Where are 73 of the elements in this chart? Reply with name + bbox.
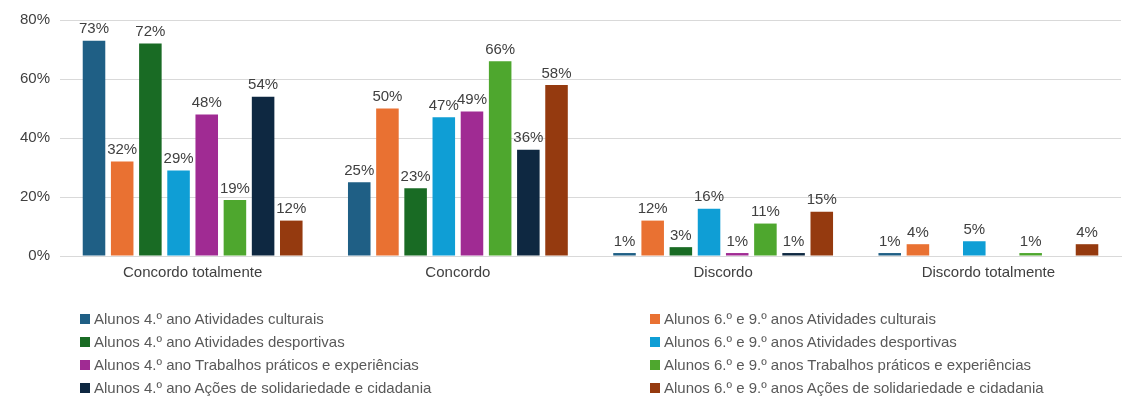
data-label: 4% [1076,222,1098,240]
data-label: 1% [726,231,749,249]
x-tick-label: Discordo [693,263,753,281]
bar [782,253,805,256]
x-tick-label: Discordo totalmente [921,263,1056,281]
legend-label: Alunos 6.º e 9.º anos Trabalhos práticos e experiências [664,356,1032,373]
bar [223,199,247,256]
data-label: 48% [191,93,222,111]
data-label: 73% [78,19,110,37]
data-label: 72% [135,22,166,40]
data-label: 1% [613,231,636,249]
bar [404,188,427,256]
bar [432,117,456,256]
bar [1075,244,1099,256]
y-tick-label: 80% [19,10,51,28]
bar [139,43,162,256]
data-label: 12% [276,199,307,217]
bar [347,182,371,256]
data-label: 50% [372,87,403,105]
data-label: 16% [694,187,725,205]
legend-label: Alunos 6.º e 9.º anos Atividades desportivas [664,333,957,350]
bar [110,161,134,256]
data-label: 4% [907,222,929,240]
data-label: 3% [670,225,692,243]
data-label: 32% [107,140,138,158]
data-label: 11% [750,202,780,220]
bar [810,211,834,256]
bar [251,96,275,256]
data-label: 54% [248,75,279,93]
bar [697,208,721,256]
y-tick-label: 20% [19,187,51,205]
data-label: 1% [1019,231,1042,249]
legend-label: Alunos 4.º ano Trabalhos práticos e experiências [94,356,419,373]
bar [82,40,106,256]
bar [754,223,777,256]
data-label: 36% [513,128,544,146]
data-label: 1% [782,231,805,249]
data-label: 15% [806,190,837,208]
data-label: 23% [400,166,431,184]
bar [167,170,190,256]
y-tick-label: 60% [19,69,51,87]
data-label: 19% [219,178,250,196]
bar [725,253,749,256]
x-tick-label: Concordo totalmente [123,263,263,281]
data-label: 5% [963,219,986,237]
bar [669,247,693,256]
bar [376,108,399,256]
x-tick-label: Concordo [425,263,491,281]
bar [906,244,930,256]
data-label: 1% [878,231,901,249]
legend-label: Alunos 6.º e 9.º anos Atividades culturais [664,310,936,327]
data-label: 25% [344,160,375,178]
legend-label: Alunos 6.º e 9.º anos Ações de solidariedade e cidadania [664,379,1044,396]
bar [460,111,484,256]
bar [1019,253,1042,256]
bar [878,253,902,256]
data-label: 29% [163,149,194,167]
data-label: 58% [541,63,572,81]
data-label: 66% [485,39,516,57]
legend-label: Alunos 4.º ano Atividades desportivas [94,333,345,350]
y-tick-label: 40% [19,128,51,146]
bar [488,61,512,256]
bar [280,220,303,256]
legend-label: Alunos 4.º ano Ações de solidariedade e cidadania [94,379,432,396]
bar [613,253,636,256]
bar [641,220,664,256]
legend-label: Alunos 4.º ano Atividades culturais [94,310,324,327]
bar [195,114,219,256]
bar [963,241,986,256]
y-tick-label: 0% [28,246,51,264]
bar [517,149,540,256]
bar [545,84,568,256]
data-label: 12% [637,199,668,217]
